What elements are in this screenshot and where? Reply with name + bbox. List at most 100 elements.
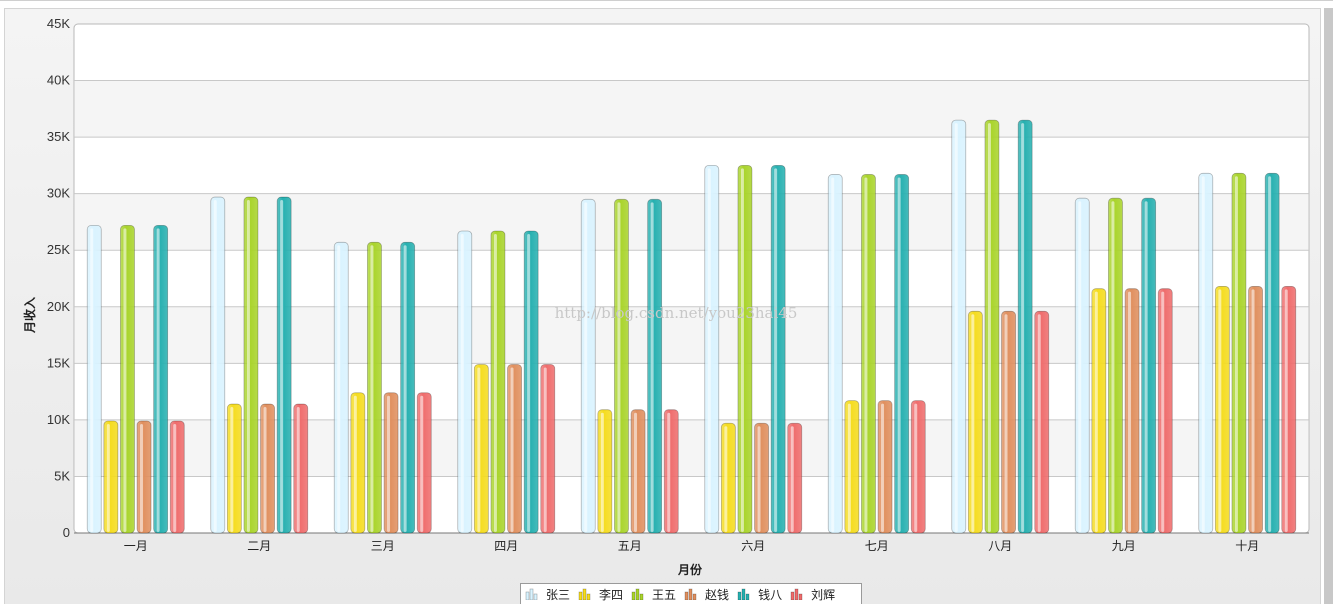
bar[interactable] xyxy=(663,409,679,534)
bars xyxy=(86,119,1297,534)
bar[interactable] xyxy=(787,422,803,534)
bar-body xyxy=(770,164,786,534)
bar[interactable] xyxy=(1141,197,1157,534)
bar-highlight xyxy=(1234,176,1238,532)
bar-body xyxy=(210,196,226,534)
legend-label: 刘辉 xyxy=(811,587,836,602)
bar[interactable] xyxy=(367,241,382,534)
bar[interactable] xyxy=(457,230,473,534)
bar[interactable] xyxy=(597,409,613,534)
bar[interactable] xyxy=(984,119,1000,534)
bar-highlight xyxy=(790,426,794,532)
bar-body xyxy=(1074,197,1090,534)
bar-body xyxy=(844,400,860,534)
bar[interactable] xyxy=(1108,197,1123,534)
bar-body xyxy=(827,174,843,534)
legend-item[interactable]: 钱八 xyxy=(737,586,782,603)
bar[interactable] xyxy=(210,196,226,534)
bar-highlight xyxy=(774,168,778,532)
legend: 张三 李四 王五 赵钱 钱八 刘辉 xyxy=(520,583,862,604)
bar[interactable] xyxy=(704,164,720,534)
bar[interactable] xyxy=(1074,197,1090,534)
bar[interactable] xyxy=(910,400,926,534)
bar[interactable] xyxy=(416,392,432,534)
bar[interactable] xyxy=(120,224,135,534)
bar[interactable] xyxy=(490,230,506,534)
legend-item[interactable]: 李四 xyxy=(578,586,623,603)
bar-highlight xyxy=(493,233,497,532)
bar-highlight xyxy=(847,403,851,532)
bar-body xyxy=(1281,286,1297,534)
bar[interactable] xyxy=(1034,310,1050,534)
bar[interactable] xyxy=(614,198,629,534)
bar[interactable] xyxy=(276,196,292,534)
bar[interactable] xyxy=(473,364,489,534)
bar[interactable] xyxy=(1091,288,1107,534)
bar-body xyxy=(103,420,119,534)
bar[interactable] xyxy=(1231,172,1247,534)
bar[interactable] xyxy=(1124,288,1140,534)
legend-item[interactable]: 赵钱 xyxy=(684,586,729,603)
bar[interactable] xyxy=(333,241,349,534)
bar-body xyxy=(226,403,242,534)
bar[interactable] xyxy=(136,420,152,534)
bar[interactable] xyxy=(861,174,876,534)
bar[interactable] xyxy=(350,392,366,534)
bar[interactable] xyxy=(226,403,242,534)
legend-item[interactable]: 张三 xyxy=(525,586,570,603)
bar[interactable] xyxy=(580,198,596,534)
bar-highlight xyxy=(140,424,144,532)
bar-body xyxy=(86,224,102,534)
bar[interactable] xyxy=(967,310,983,534)
legend-label: 张三 xyxy=(546,587,571,602)
bar[interactable] xyxy=(1001,310,1016,534)
bar[interactable] xyxy=(243,196,259,534)
y-axis-ticks: 0 5K 10K 15K 20K 25K 30K 35K 40K 45K xyxy=(47,16,70,540)
bar-body xyxy=(951,119,967,534)
bar[interactable] xyxy=(1198,172,1214,534)
bar[interactable] xyxy=(1264,172,1280,534)
bar[interactable] xyxy=(507,364,522,534)
legend-label: 李四 xyxy=(599,587,624,602)
x-tick-label: 四月 xyxy=(494,539,518,553)
bar-body xyxy=(614,198,629,534)
bar[interactable] xyxy=(754,422,769,534)
bar[interactable] xyxy=(383,392,399,534)
bar[interactable] xyxy=(260,403,275,534)
y-tick-label: 40K xyxy=(47,73,70,88)
bar[interactable] xyxy=(540,364,556,534)
bar[interactable] xyxy=(737,164,753,534)
bar-highlight xyxy=(650,202,654,533)
bar[interactable] xyxy=(770,164,786,534)
bar[interactable] xyxy=(523,230,539,534)
bar[interactable] xyxy=(153,224,169,534)
bar[interactable] xyxy=(1214,286,1230,534)
bar[interactable] xyxy=(1157,288,1173,534)
bar[interactable] xyxy=(720,422,736,534)
bar[interactable] xyxy=(630,409,646,534)
bar[interactable] xyxy=(1281,286,1297,534)
bar[interactable] xyxy=(951,119,967,534)
bar[interactable] xyxy=(169,420,185,534)
vertical-scrollbar[interactable] xyxy=(1324,8,1333,604)
bar[interactable] xyxy=(894,174,910,534)
bar-highlight xyxy=(280,200,284,532)
bar[interactable] xyxy=(293,403,309,534)
bar-body xyxy=(400,241,416,534)
bar-body xyxy=(984,119,1000,534)
bar[interactable] xyxy=(877,400,893,534)
bar[interactable] xyxy=(844,400,860,534)
legend-item[interactable]: 王五 xyxy=(631,586,676,603)
legend-item[interactable]: 刘辉 xyxy=(790,586,835,603)
x-axis-title: 月份 xyxy=(677,562,703,577)
bar[interactable] xyxy=(400,241,416,534)
bar[interactable] xyxy=(827,174,843,534)
bar[interactable] xyxy=(103,420,119,534)
bar[interactable] xyxy=(1017,119,1033,534)
bar[interactable] xyxy=(1248,286,1263,534)
bar[interactable] xyxy=(647,198,663,534)
bar-highlight xyxy=(460,233,464,532)
bar[interactable] xyxy=(86,224,102,534)
bar-body xyxy=(367,241,382,534)
